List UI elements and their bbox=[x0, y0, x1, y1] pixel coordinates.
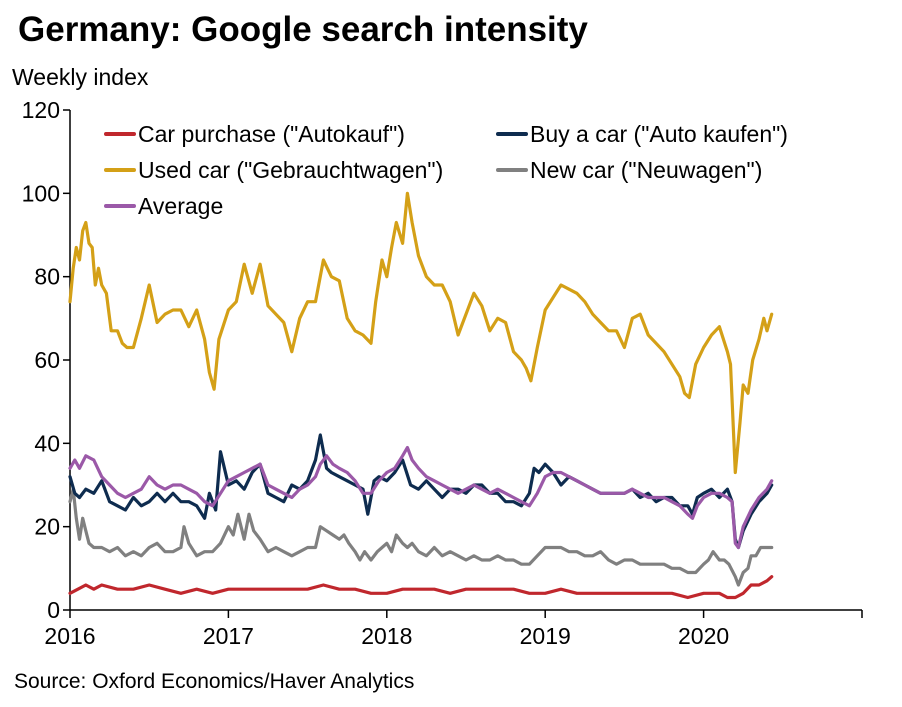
x-tick-label: 2018 bbox=[361, 623, 412, 649]
chart-title: Germany: Google search intensity bbox=[18, 10, 588, 49]
series-line-used-car-gebrauchtwagen bbox=[68, 191, 774, 475]
legend-label: Used car ("Gebrauchtwagen") bbox=[138, 157, 443, 183]
axes: 0 20 40 60 80 100 120 2016 2017 2018 2019 2020 bbox=[22, 97, 863, 649]
y-tick-label: 100 bbox=[22, 180, 60, 206]
y-tick-label: 20 bbox=[34, 514, 60, 540]
y-tick-label: 120 bbox=[22, 97, 60, 123]
x-tick-label: 2016 bbox=[44, 623, 95, 649]
legend: Car purchase ("Autokauf") Buy a car ("Aut… bbox=[104, 121, 788, 219]
series-line-new-car-neuwagen bbox=[68, 487, 774, 587]
source-note: Source: Oxford Economics/Haver Analytics bbox=[14, 670, 415, 693]
y-tick-label: 40 bbox=[34, 430, 60, 456]
legend-label: New car ("Neuwagen") bbox=[530, 157, 762, 183]
x-tick-label: 2020 bbox=[678, 623, 729, 649]
series-line-buy-a-car-auto-kaufen bbox=[68, 433, 774, 550]
x-tick-label: 2017 bbox=[203, 623, 254, 649]
legend-label: Buy a car ("Auto kaufen") bbox=[530, 121, 788, 147]
x-tick-label: 2019 bbox=[520, 623, 571, 649]
y-tick-label: 0 bbox=[47, 597, 60, 623]
legend-label: Car purchase ("Autokauf") bbox=[138, 121, 405, 147]
y-tick-label: 60 bbox=[34, 347, 60, 373]
units-label: Weekly index bbox=[12, 64, 149, 90]
y-tick-label: 80 bbox=[34, 264, 60, 290]
series-line-car-purchase-autokauf bbox=[68, 575, 774, 600]
legend-label: Average bbox=[138, 193, 223, 219]
series-line-average bbox=[68, 445, 774, 550]
series-layer bbox=[68, 191, 774, 600]
